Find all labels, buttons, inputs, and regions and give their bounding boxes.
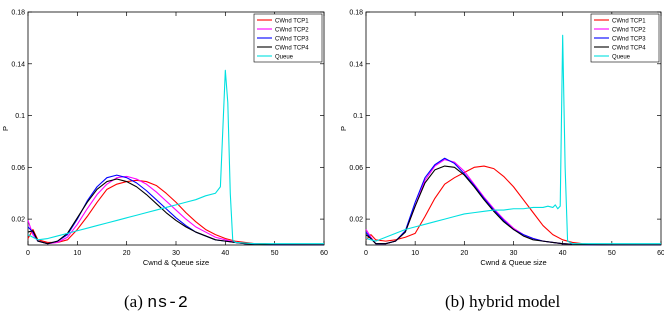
x-tick-label: 20 bbox=[460, 250, 468, 257]
legend-label: CWnd TCP2 bbox=[275, 28, 309, 34]
y-tick-label: 0.18 bbox=[11, 10, 25, 17]
x-tick-label: 10 bbox=[411, 250, 419, 257]
caption-a-label: (a) bbox=[124, 292, 143, 311]
y-tick-label: 0.1 bbox=[15, 113, 25, 120]
x-tick-label: 20 bbox=[123, 250, 131, 257]
x-axis-label: Cwnd & Queue size bbox=[480, 258, 546, 267]
y-tick-label: 0.14 bbox=[11, 61, 25, 68]
y-tick-label: 0.18 bbox=[349, 10, 363, 17]
legend: CWnd TCP1 CWnd TCP2 CWnd TCP3 CWnd TCP4 Queu… bbox=[253, 13, 323, 63]
caption-b-label: (b) bbox=[445, 292, 465, 311]
x-tick-label: 60 bbox=[657, 250, 664, 257]
series-line-5 bbox=[365, 34, 661, 245]
legend-label: Queue bbox=[612, 55, 631, 61]
x-tick-label: 0 bbox=[364, 250, 368, 257]
x-tick-label: 60 bbox=[320, 250, 328, 257]
x-tick-label: 40 bbox=[559, 250, 567, 257]
x-tick-label: 50 bbox=[608, 250, 616, 257]
legend-label: CWnd TCP3 bbox=[275, 37, 309, 43]
y-axis-label: P bbox=[1, 126, 10, 131]
x-tick-label: 0 bbox=[26, 250, 30, 257]
caption-a: (a) ns-2 bbox=[124, 292, 188, 313]
x-tick-label: 40 bbox=[221, 250, 229, 257]
series-line-5 bbox=[27, 69, 324, 245]
series-line-4 bbox=[27, 178, 324, 246]
x-tick-label: 50 bbox=[271, 250, 279, 257]
legend-label: CWnd TCP1 bbox=[612, 19, 646, 25]
y-tick-label: 0.14 bbox=[349, 61, 363, 68]
y-tick-label: 0.1 bbox=[353, 113, 363, 120]
y-tick-label: 0.06 bbox=[11, 165, 25, 172]
legend-label: CWnd TCP4 bbox=[612, 46, 646, 52]
series-line-4 bbox=[365, 165, 661, 246]
legend-label: Queue bbox=[275, 55, 294, 61]
legend-label: CWnd TCP2 bbox=[612, 28, 646, 34]
legend-label: CWnd TCP3 bbox=[612, 37, 646, 43]
x-axis-label: Cwnd & Queue size bbox=[143, 258, 209, 267]
y-tick-label: 0.06 bbox=[349, 165, 363, 172]
legend-label: CWnd TCP1 bbox=[275, 19, 309, 25]
legend: CWnd TCP1 CWnd TCP2 CWnd TCP3 CWnd TCP4 Queu… bbox=[590, 13, 660, 63]
y-tick-label: 0.02 bbox=[11, 217, 25, 224]
x-tick-label: 10 bbox=[73, 250, 81, 257]
x-tick-label: 30 bbox=[510, 250, 518, 257]
caption-b-text: hybrid model bbox=[469, 292, 561, 311]
chart-panel-b: 0 10 20 30 40 50 60 0.02 0.06 0.1 0.14 0.18 Cwnd & Q… bbox=[339, 10, 664, 268]
legend-label: CWnd TCP4 bbox=[275, 46, 309, 52]
caption-b: (b) hybrid model bbox=[445, 292, 560, 312]
x-tick-label: 30 bbox=[172, 250, 180, 257]
y-tick-label: 0.02 bbox=[349, 217, 363, 224]
y-axis-label: P bbox=[339, 126, 348, 131]
chart-panel-a: 0 10 20 30 40 50 60 0.02 0.06 0.1 0.14 0.18 Cwnd & Q… bbox=[1, 10, 328, 268]
caption-a-text: ns-2 bbox=[147, 294, 188, 313]
